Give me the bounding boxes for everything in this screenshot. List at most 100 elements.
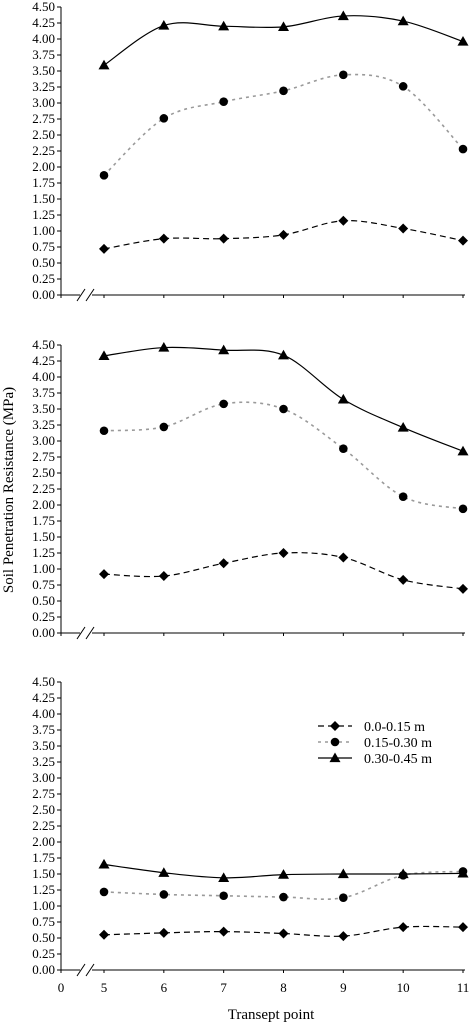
y-tick-label: 3.00 <box>32 433 55 448</box>
legend: 0.0-0.15 m0.15-0.30 m0.30-0.45 m <box>318 720 432 767</box>
y-tick-label: 4.25 <box>32 15 55 30</box>
y-tick-label: 3.75 <box>32 47 55 62</box>
legend-label: 0.15-0.30 m <box>364 736 432 751</box>
axis-break-mark <box>76 626 86 640</box>
diamond-marker <box>99 243 109 254</box>
y-tick-label: 2.25 <box>32 143 55 158</box>
y-tick-label: 3.00 <box>32 95 55 110</box>
diamond-marker <box>278 928 289 939</box>
y-tick-label: 0.00 <box>32 625 55 640</box>
diamond-marker <box>458 235 468 246</box>
triangle-marker <box>278 21 289 31</box>
diamond-marker <box>398 922 409 933</box>
y-tick-label: 1.50 <box>32 191 55 206</box>
axis-break-mark <box>85 963 95 977</box>
y-tick-label: 1.00 <box>32 561 55 576</box>
y-tick-label: 0.50 <box>32 593 55 608</box>
axis-break-mark <box>76 288 86 302</box>
y-tick-label: 2.50 <box>32 802 55 817</box>
y-tick-label: 4.50 <box>32 0 55 14</box>
diamond-marker <box>218 558 229 569</box>
chart-panel: 0.000.250.500.751.001.251.501.752.002.25… <box>32 674 469 977</box>
circle-marker <box>99 887 109 897</box>
y-tick-label: 1.75 <box>32 850 55 865</box>
diamond-marker <box>218 926 229 937</box>
triangle-marker <box>457 445 469 456</box>
y-tick-label: 4.50 <box>32 337 55 352</box>
diamond-marker <box>458 922 468 933</box>
y-tick-label: 3.25 <box>32 79 55 94</box>
y-tick-label: 2.75 <box>32 449 55 464</box>
y-tick-label: 3.25 <box>32 417 55 432</box>
triangle-marker <box>278 869 289 879</box>
y-tick-label: 3.75 <box>32 722 55 737</box>
triangle-marker <box>457 867 469 878</box>
y-axis-title: Soil Penetration Resistance (MPa) <box>1 387 17 593</box>
chart-panel: 0.000.250.500.751.001.251.501.752.002.25… <box>32 0 469 302</box>
chart-panel: 0.000.250.500.751.001.251.501.752.002.25… <box>32 337 469 640</box>
y-tick-label: 3.75 <box>32 385 55 400</box>
circle-marker <box>159 890 169 899</box>
y-tick-label: 2.00 <box>32 497 55 512</box>
y-tick-label: 1.00 <box>32 223 55 238</box>
y-tick-label: 1.00 <box>32 898 55 913</box>
legend-label: 0.30-0.45 m <box>364 752 432 767</box>
triangle-marker <box>218 344 230 355</box>
diamond-marker <box>338 215 349 226</box>
circle-marker <box>398 492 408 501</box>
circle-marker <box>330 737 340 747</box>
y-tick-label: 1.25 <box>32 207 55 222</box>
y-tick-label: 4.25 <box>32 353 55 368</box>
legend-label: 0.0-0.15 m <box>364 720 425 735</box>
axis-break-mark <box>85 626 95 640</box>
y-tick-label: 3.25 <box>32 754 55 769</box>
circle-marker <box>159 422 169 432</box>
circle-marker <box>339 444 348 453</box>
y-tick-label: 1.50 <box>32 529 55 544</box>
y-tick-label: 0.25 <box>32 946 55 961</box>
circle-marker <box>339 893 348 902</box>
y-tick-label: 2.75 <box>32 786 55 801</box>
diamond-marker <box>218 233 229 244</box>
circle-marker <box>339 70 348 80</box>
y-tick-label: 2.50 <box>32 127 55 142</box>
circle-marker <box>398 82 408 91</box>
x-tick-label: 0 <box>58 980 65 995</box>
y-tick-label: 4.00 <box>32 369 55 384</box>
diamond-marker <box>338 931 349 942</box>
y-tick-label: 0.00 <box>32 962 55 977</box>
triangle-marker <box>218 20 230 31</box>
diamond-marker <box>99 929 109 940</box>
y-tick-label: 1.25 <box>32 882 55 897</box>
y-tick-label: 3.50 <box>32 63 55 78</box>
circle-marker <box>458 504 468 514</box>
y-tick-label: 3.00 <box>32 770 55 785</box>
x-tick-label: 5 <box>101 980 108 995</box>
y-tick-label: 2.75 <box>32 111 55 126</box>
axis-break-mark <box>85 288 95 302</box>
triangle-marker <box>397 868 409 879</box>
triangle-marker <box>98 59 110 70</box>
circle-marker <box>458 144 468 154</box>
triangle-marker <box>98 858 110 869</box>
x-tick-label: 6 <box>161 980 168 995</box>
y-tick-label: 4.50 <box>32 674 55 689</box>
diamond-marker <box>278 229 289 240</box>
diamond-marker <box>338 552 349 563</box>
y-tick-label: 4.00 <box>32 31 55 46</box>
y-tick-label: 1.25 <box>32 545 55 560</box>
series-line <box>103 401 464 510</box>
triangle-marker <box>337 393 349 404</box>
series-line <box>103 552 464 590</box>
y-tick-label: 2.25 <box>32 818 55 833</box>
circle-marker <box>219 399 228 409</box>
triangle-marker <box>158 342 170 352</box>
panels-layer: 0.000.250.500.751.001.251.501.752.002.25… <box>32 0 469 995</box>
triangle-marker <box>329 752 341 763</box>
diamond-marker <box>158 927 169 938</box>
circle-marker <box>279 404 288 414</box>
triangle-marker <box>397 422 409 432</box>
y-tick-label: 4.25 <box>32 690 55 705</box>
y-tick-label: 2.00 <box>32 834 55 849</box>
